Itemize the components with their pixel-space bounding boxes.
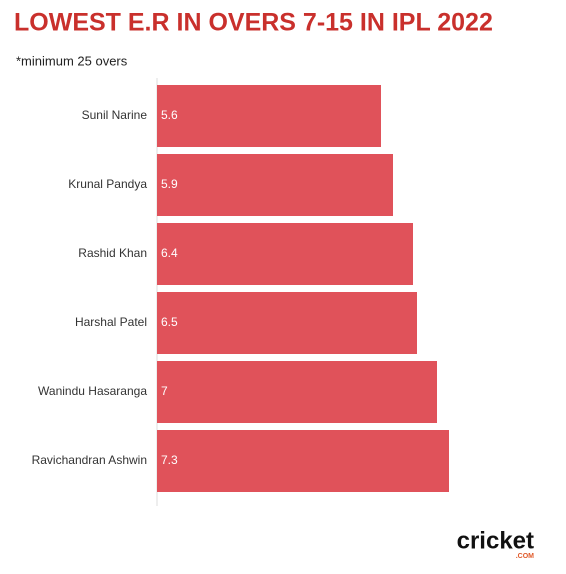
value-label: 5.6 [161, 108, 178, 122]
bar [157, 154, 393, 216]
y-tick-label: Ravichandran Ashwin [32, 453, 147, 467]
bar [157, 292, 417, 354]
bar [157, 85, 381, 147]
y-tick-label: Harshal Patel [75, 315, 147, 329]
y-tick-label: Krunal Pandya [68, 177, 147, 191]
value-label: 7.3 [161, 453, 178, 467]
y-tick-label: Wanindu Hasaranga [38, 384, 147, 398]
chart-subtitle: *minimum 25 overs [16, 53, 128, 68]
chart-title: LOWEST E.R IN OVERS 7-15 IN IPL 2022 [14, 9, 493, 37]
logo-suffix: .COM [516, 553, 534, 560]
bar [157, 361, 437, 423]
value-label: 7 [161, 384, 168, 398]
value-label: 6.4 [161, 246, 178, 260]
value-label: 6.5 [161, 315, 178, 329]
y-tick-label: Rashid Khan [78, 246, 147, 260]
value-label: 5.9 [161, 177, 178, 191]
bar [157, 223, 413, 285]
logo: cricket [457, 527, 534, 554]
bar [157, 430, 449, 492]
y-tick-label: Sunil Narine [82, 108, 148, 122]
